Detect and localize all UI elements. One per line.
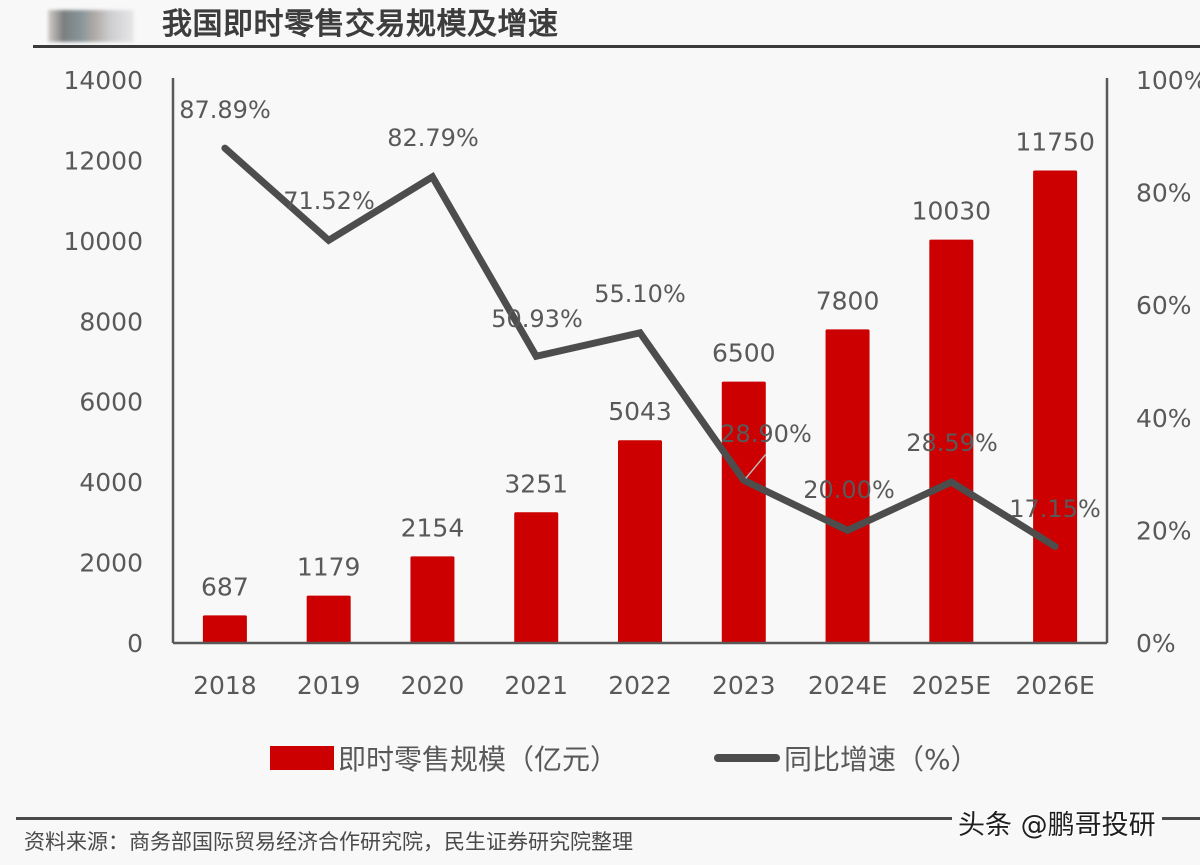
bar-value-labels: 687 1179 2154 3251 5043 6500 7800 10030 11750 — [201, 127, 1095, 601]
watermark: 头条 @鹏哥投研 — [952, 808, 1162, 844]
right-axis-tick-label: 0% — [1136, 629, 1176, 658]
left-axis-tick-label: 14000 — [63, 66, 143, 95]
growth-value-label: 87.89% — [179, 96, 271, 124]
growth-value-label: 28.59% — [906, 429, 998, 457]
right-axis-tick-label: 40% — [1136, 404, 1192, 433]
legend-item-line: 同比增速（%） — [714, 736, 979, 780]
left-axis-tick-label: 10000 — [63, 227, 143, 256]
bar-value-label: 11750 — [1015, 127, 1095, 156]
x-axis-label: 2023 — [712, 671, 776, 700]
x-axis-label: 2018 — [193, 671, 257, 700]
growth-line-layer — [221, 144, 1059, 550]
x-axis-label: 2026E — [1015, 671, 1094, 700]
left-axis-tick-label: 4000 — [79, 468, 143, 497]
legend-bar-swatch — [270, 746, 334, 770]
growth-value-label: 55.10% — [594, 280, 686, 308]
label-leader-line — [745, 453, 767, 479]
legend-line-label: 同比增速（%） — [784, 743, 979, 776]
growth-value-labels: 87.89% 71.52% 82.79% 50.93% 55.10% 28.90% 20.0… — [179, 96, 1101, 523]
left-axis-ticks: 0 2000 4000 6000 8000 10000 12000 14000 — [63, 66, 143, 658]
growth-value-label: 50.93% — [491, 305, 583, 333]
legend: 即时零售规模（亿元） 同比增速（%） — [0, 736, 1200, 780]
bar-value-label: 1179 — [297, 553, 361, 582]
bar-value-label: 3251 — [504, 469, 568, 498]
blurred-logo — [48, 10, 134, 42]
bar-2022 — [618, 440, 662, 643]
growth-value-label: 82.79% — [387, 124, 479, 152]
growth-value-label: 28.90% — [720, 420, 812, 448]
bar-2023 — [721, 381, 766, 643]
bar-2021 — [514, 512, 559, 643]
axes — [171, 78, 1109, 645]
bar-2024E — [825, 329, 870, 643]
legend-bar-label: 即时零售规模（亿元） — [338, 743, 619, 776]
page-title: 我国即时零售交易规模及增速 — [162, 7, 559, 42]
bar-2026E — [1033, 170, 1078, 643]
x-axis-label: 2025E — [912, 671, 991, 700]
x-axis-label: 2022 — [608, 671, 672, 700]
footer-divider — [16, 817, 1200, 820]
bar-value-label: 5043 — [608, 397, 672, 426]
right-axis-tick-label: 100% — [1136, 66, 1200, 95]
x-axis-labels: 2018 2019 2020 2021 2022 2023 2024E 2025E 2026E — [193, 671, 1095, 700]
bar-2025E — [929, 239, 974, 644]
bar-value-label: 7800 — [816, 286, 880, 315]
bar-value-label: 2154 — [401, 513, 465, 542]
x-axis-label: 2021 — [504, 671, 568, 700]
header-divider — [33, 45, 1200, 48]
bar-2018 — [202, 615, 247, 643]
right-axis-tick-label: 80% — [1136, 179, 1192, 208]
legend-item-bar: 即时零售规模（亿元） — [270, 736, 618, 780]
x-axis-label: 2019 — [297, 671, 361, 700]
source-note: 资料来源：商务部国际贸易经济合作研究院，民生证券研究院整理 — [24, 830, 633, 854]
left-axis-tick-label: 6000 — [79, 388, 143, 417]
legend-line-swatch — [714, 754, 780, 762]
bar-value-label: 687 — [201, 572, 249, 601]
header: 我国即时零售交易规模及增速 — [0, 0, 1200, 50]
right-axis-tick-label: 20% — [1136, 516, 1192, 545]
left-axis-tick-label: 8000 — [79, 307, 143, 336]
bar-2019 — [306, 595, 351, 643]
left-axis-tick-label: 2000 — [79, 549, 143, 578]
bar-value-label: 6500 — [712, 339, 776, 368]
bar-2020 — [410, 556, 455, 643]
bars — [202, 170, 1078, 644]
left-axis-tick-label: 12000 — [63, 146, 143, 175]
growth-value-label: 71.52% — [283, 187, 375, 215]
x-axis-label: 2024E — [808, 671, 887, 700]
x-axis-label: 2020 — [401, 671, 465, 700]
bar-value-label: 10030 — [912, 197, 992, 226]
right-axis-tick-label: 60% — [1136, 291, 1192, 320]
left-axis-tick-label: 0 — [127, 629, 143, 658]
growth-value-label: 17.15% — [1009, 495, 1101, 523]
right-axis-ticks: 0% 20% 40% 60% 80% 100% — [1136, 66, 1200, 658]
growth-value-label: 20.00% — [803, 476, 895, 504]
